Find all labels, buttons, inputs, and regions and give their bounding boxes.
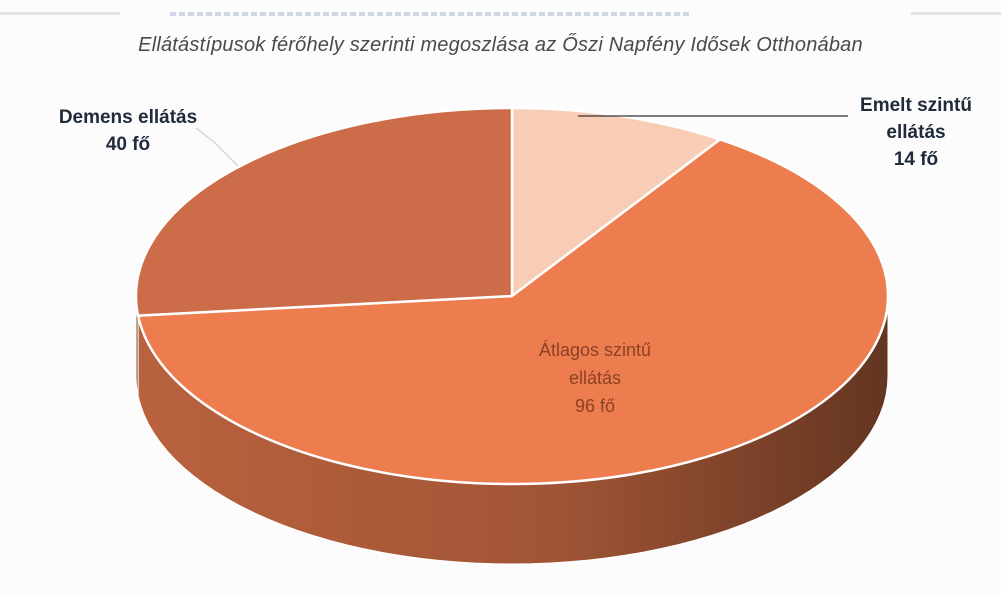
slice-label-atlagos-name-1: Átlagos szintű bbox=[538, 340, 652, 360]
pie-slice-a-tlagos-szintu-ella-ta-s bbox=[136, 138, 890, 486]
leader-line-demens bbox=[195, 127, 239, 167]
scan-artifact-line bbox=[911, 12, 1001, 15]
slice-label-emelt-name-2: ellátás bbox=[886, 122, 946, 143]
slice-label-atlagos-name-2: ellátás bbox=[568, 368, 622, 388]
scan-artifact-text bbox=[170, 12, 690, 16]
slice-label-demens-name: Demens ellátás bbox=[58, 107, 198, 128]
slice-label-atlagos-value: 96 fő bbox=[574, 396, 616, 416]
slice-label-demens-value: 40 fő bbox=[105, 134, 151, 155]
slice-label-emelt: Emelt szintű ellátás 14 fő bbox=[836, 92, 996, 173]
slice-label-atlagos: Átlagos szintű ellátás 96 fő bbox=[500, 336, 690, 420]
slice-label-emelt-value: 14 fő bbox=[893, 149, 939, 170]
pie-slice-demens-ella-ta-s bbox=[134, 106, 514, 317]
slice-label-emelt-name-1: Emelt szintű bbox=[860, 95, 972, 116]
slice-label-demens: Demens ellátás 40 fő bbox=[28, 104, 228, 158]
scan-artifact-line bbox=[0, 12, 120, 15]
chart-title: Ellátástípusok férőhely szerinti megoszl… bbox=[138, 34, 863, 56]
